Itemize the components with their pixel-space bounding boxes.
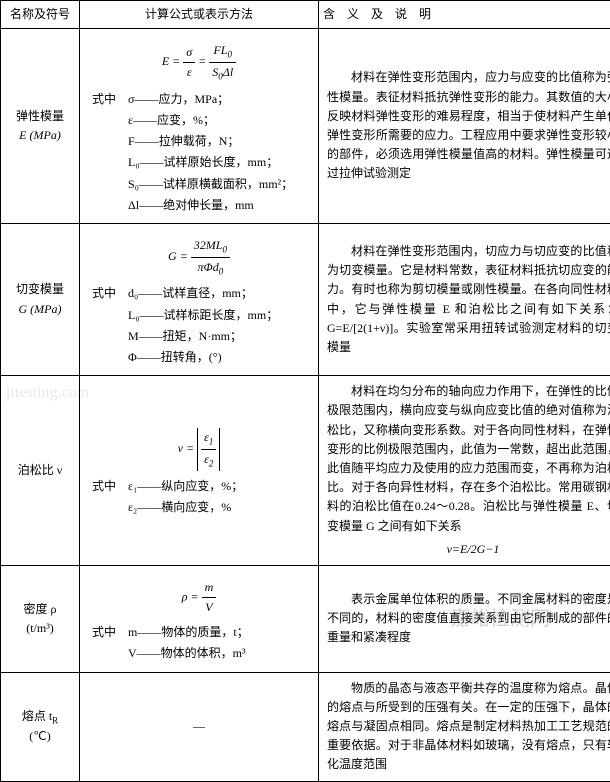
- formula: ρ = mV: [88, 578, 310, 617]
- prop-name: 泊松比 ν: [9, 461, 71, 480]
- formula-dash: —: [193, 719, 205, 733]
- table-row: 密度 ρ (t/m³) ρ = mV 式中 m——物体的质量，t； V——物体的…: [1, 565, 610, 672]
- formula: G = 32ML0 πΦd0: [88, 236, 310, 279]
- description: 材料在弹性变形范围内，应力与应变的比值称为弹性模量。表征材料抵抗弹性变形的能力。…: [327, 68, 610, 183]
- description: 材料在均匀分布的轴向应力作用下，在弹性的比例极限范围内，横向应变与纵向应变比值的…: [327, 382, 610, 536]
- prop-symbol: (t/m³): [9, 619, 71, 638]
- legend: 式中 ε₁——纵向应变，%； ε₂——横向应变，%: [92, 477, 310, 517]
- description: 材料在弹性变形范围内，切应力与切应变的比值称为切变模量。它是材料常数，表征材料抵…: [327, 242, 610, 357]
- header-name: 名称及符号: [1, 1, 80, 29]
- prop-symbol: (℃): [9, 727, 71, 746]
- table-row: 弹性模量 E (MPa) E = σε = FL0 S0Δl 式中 σ——应力，…: [1, 29, 610, 224]
- table-row: 切变模量 G (MPa) G = 32ML0 πΦd0 式中 d₀——试样直径，…: [1, 223, 610, 375]
- formula: E = σε = FL0 S0Δl: [88, 41, 310, 84]
- header-desc: 含 义 及 说 明: [319, 1, 610, 29]
- header-formula: 计算公式或表示方法: [80, 1, 319, 29]
- table-row: 熔点 tR (℃) — 物质的晶态与液态平衡共存的温度称为熔点。晶体的熔点与所受…: [1, 672, 610, 781]
- formula: ν = ε1 ε2: [88, 428, 310, 471]
- legend: 式中 m——物体的质量，t； V——物体的体积，m³: [92, 623, 310, 663]
- table-row: 泊松比 ν ν = ε1 ε2 式中 ε₁——纵向应变，%； ε₂——横向应变，…: [1, 376, 610, 566]
- materials-properties-table: 名称及符号 计算公式或表示方法 含 义 及 说 明 弹性模量 E (MPa) E…: [0, 0, 610, 782]
- prop-name: 密度 ρ: [9, 600, 71, 619]
- prop-symbol: G (MPa): [9, 300, 71, 319]
- description: 表示金属单位体积的质量。不同金属材料的密度是不同的，材料的密度值直接关系到由它所…: [327, 590, 610, 648]
- desc-formula: ν=E/2G−1: [327, 540, 610, 559]
- prop-symbol: E (MPa): [9, 126, 71, 145]
- description: 物质的晶态与液态平衡共存的温度称为熔点。晶体的熔点与所受到的压强有关。在一定的压…: [327, 679, 610, 775]
- legend: 式中 σ——应力，MPa； ε——应变，%； F——拉伸载荷，N； L₀——试样…: [92, 90, 310, 215]
- prop-name: 弹性模量: [9, 107, 71, 126]
- legend: 式中 d₀——试样直径，mm； L₀——试样标距长度，mm； M——扭矩，N·m…: [92, 284, 310, 367]
- prop-name: 切变模量: [9, 280, 71, 299]
- prop-name: 熔点 tR: [9, 707, 71, 728]
